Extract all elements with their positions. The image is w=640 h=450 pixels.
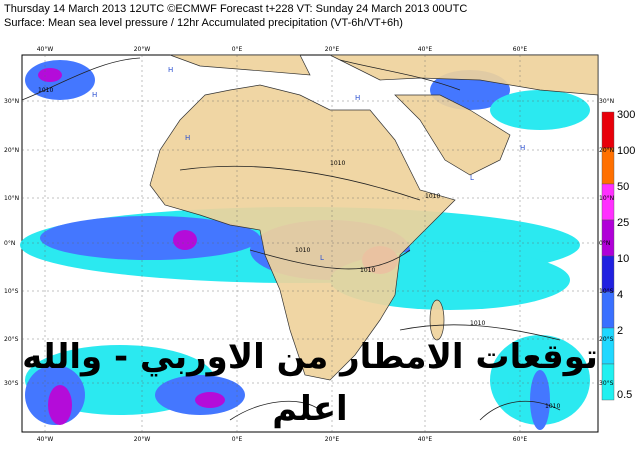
colorbar-label: 100 <box>617 145 635 157</box>
isobar-label: 1010 <box>360 267 375 274</box>
colorbar-label: 4 <box>617 289 623 301</box>
lon-label: 20°E <box>325 436 340 443</box>
colorbar: 300 100 50 25 10 4 2 0.5 <box>601 109 635 401</box>
colorbar-swatch <box>601 183 615 221</box>
pressure-center: H <box>185 134 190 142</box>
lat-label: 30°N <box>599 98 614 105</box>
colorbar-swatch <box>601 363 615 401</box>
header-line: Thursday 14 March 2013 12UTC ©ECMWF Fore… <box>4 3 467 15</box>
isobar-label: 1010 <box>545 403 560 410</box>
pressure-center: H <box>355 94 360 102</box>
pressure-center: H <box>168 66 173 74</box>
lon-label: 40°W <box>37 436 54 443</box>
colorbar-label: 2 <box>617 325 623 337</box>
isobar-label: 1010 <box>38 87 53 94</box>
lon-label: 20°W <box>134 436 151 443</box>
overlay-text: توقعات الامطار من الاوربي - والله <box>22 337 598 377</box>
pressure-center: L <box>320 254 324 262</box>
isobar-label: 1010 <box>295 247 310 254</box>
graticule <box>22 55 598 432</box>
lat-label: 10°S <box>599 288 614 295</box>
lon-label: 40°W <box>37 46 54 53</box>
colorbar-swatch <box>601 291 615 329</box>
lat-label: 10°N <box>4 195 19 202</box>
colorbar-swatch <box>601 219 615 257</box>
isobars <box>21 57 561 421</box>
lat-label: 20°S <box>599 336 614 343</box>
lon-label: 60°E <box>513 436 528 443</box>
lon-label: 20°E <box>325 46 340 53</box>
isobar-label: 1010 <box>425 193 440 200</box>
lat-label: 0°N <box>599 240 610 247</box>
lat-label: 30°N <box>4 98 19 105</box>
lon-label: 40°E <box>418 436 433 443</box>
map <box>20 54 599 433</box>
lat-label: 30°S <box>599 380 614 387</box>
colorbar-label: 10 <box>617 253 629 265</box>
lat-label: 30°S <box>4 380 19 387</box>
lat-label: 20°N <box>599 147 614 154</box>
isobar-label: 1010 <box>470 320 485 327</box>
colorbar-label: 50 <box>617 181 629 193</box>
pressure-center: H <box>520 144 525 152</box>
header-line: Surface: Mean sea level pressure / 12hr … <box>4 17 403 29</box>
colorbar-swatch <box>601 255 615 293</box>
lat-label: 20°N <box>4 147 19 154</box>
pressure-center: L <box>470 174 474 182</box>
lat-label: 0°N <box>4 240 15 247</box>
lon-label: 40°E <box>418 46 433 53</box>
colorbar-label: 25 <box>617 217 629 229</box>
colorbar-swatch <box>601 327 615 365</box>
lat-label: 20°S <box>4 336 19 343</box>
overlay-text: اعلم <box>272 389 347 429</box>
land <box>149 54 599 381</box>
lon-label: 60°E <box>513 46 528 53</box>
lat-label: 10°N <box>599 195 614 202</box>
colorbar-label: 0.5 <box>617 389 632 401</box>
isobar-label: 1010 <box>330 160 345 167</box>
colorbar-label: 300 <box>617 109 635 121</box>
colorbar-swatch <box>601 111 615 149</box>
labels: Thursday 14 March 2013 12UTC ©ECMWF Fore… <box>4 3 614 443</box>
pressure-center: H <box>92 91 97 99</box>
lon-label: 0°E <box>232 46 243 53</box>
lat-label: 10°S <box>4 288 19 295</box>
lon-label: 20°W <box>134 46 151 53</box>
lon-label: 0°E <box>232 436 243 443</box>
